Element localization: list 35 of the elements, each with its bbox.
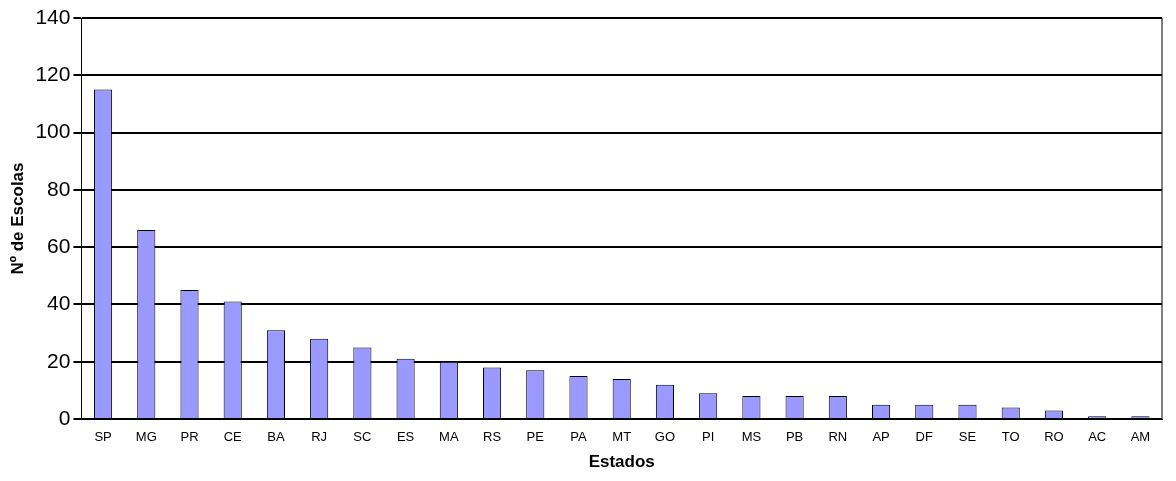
x-tick-label: RO — [1044, 429, 1064, 445]
x-tick-label: DF — [915, 429, 933, 445]
x-tick-label: RJ — [311, 429, 328, 445]
x-tick-label: BA — [267, 429, 285, 445]
x-tick-label: PE — [526, 429, 545, 445]
x-tick-label: SP — [94, 429, 112, 445]
x-tick-label: MA — [439, 429, 459, 445]
y-axis-title: Nº de Escolas — [7, 162, 27, 275]
y-tick-label: 140 — [35, 4, 71, 28]
x-tick-label: RS — [483, 429, 502, 445]
y-tick-label: 40 — [47, 291, 71, 315]
x-tick-label: PR — [180, 429, 199, 445]
y-tick-label: 100 — [35, 119, 71, 143]
x-tick-label: AC — [1088, 429, 1107, 445]
x-tick-label: CE — [223, 429, 243, 445]
y-tick-label: 120 — [35, 62, 71, 86]
x-tick-label: ES — [396, 429, 415, 445]
y-tick-label: 80 — [47, 176, 71, 200]
y-tick-label: 60 — [47, 233, 71, 257]
x-tick-label: MG — [135, 429, 157, 445]
y-tick-label: 20 — [47, 348, 71, 372]
x-tick-label: SC — [353, 429, 372, 445]
y-tick-label: 0 — [58, 405, 71, 429]
x-tick-label: PI — [702, 429, 715, 445]
x-tick-label: TO — [1001, 429, 1020, 445]
x-axis-title: Estados — [588, 452, 655, 472]
x-tick-label: GO — [654, 429, 676, 445]
x-tick-label: PB — [785, 429, 804, 445]
x-tick-label: AM — [1130, 429, 1151, 445]
x-tick-label: SE — [958, 429, 977, 445]
x-tick-label: RN — [828, 429, 848, 445]
x-tick-label: AP — [872, 429, 890, 445]
x-tick-label: MS — [741, 429, 762, 445]
x-tick-label: MT — [612, 429, 632, 445]
x-tick-label: PA — [570, 429, 588, 445]
